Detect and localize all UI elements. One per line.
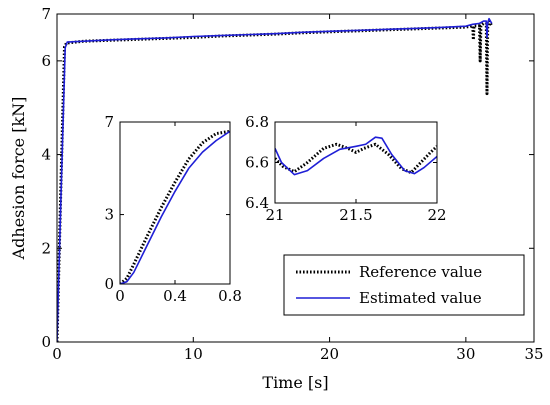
main-y-tick-label: 7 [41,5,51,23]
inset-start-x-tick-label: 0.8 [218,287,242,305]
main-axes-box [56,13,535,343]
main-x-tick-label: 0 [52,345,62,363]
inset-start-series-line-0 [120,129,230,284]
legend-label-1: Estimated value [359,289,482,307]
legend-label-0: Reference value [359,263,482,281]
inset-start-x-tick-label: 0 [115,287,125,305]
inset-detail-series-line-0 [275,142,437,175]
inset-start-x-tick-label: 0.4 [163,287,187,305]
main-x-tick-label: 20 [320,345,339,363]
main-y-tick-label: 4 [41,146,51,164]
main-x-tick-label: 35 [524,345,543,363]
main-y-tick-label: 6 [41,52,51,70]
legend-box [283,254,525,316]
inset-start-background [120,122,230,284]
inset-detail-y-tick-label: 6.8 [245,113,269,131]
inset-detail-series-line-1 [275,136,437,176]
inset-detail-y-tick-label: 6.4 [245,194,269,212]
inset-start-y-tick-label: 7 [104,113,114,131]
inset-start-series-line-1 [120,130,230,284]
inset-start-y-tick-label: 0 [104,275,114,293]
inset-start-y-tick-label: 3 [104,206,114,224]
main-x-tick-label: 30 [456,345,475,363]
main-series-line-1 [57,17,493,342]
main-x-axis-label: Time [s] [262,373,328,392]
inset-start-series-group [120,129,230,284]
main-y-tick-label: 0 [41,333,51,351]
inset-detail-x-tick-label: 21 [265,206,284,224]
panel-inset-detail: 21 21.5 22 6.4 6.6 6.8 [245,113,446,224]
panel-inset-start: 0 0.4 0.8 0 3 7 [104,113,241,305]
inset-detail-background [275,122,437,203]
main-x-tick-label: 10 [184,345,203,363]
inset-detail-series-group [275,136,437,176]
inset-detail-x-tick-label: 21.5 [339,206,372,224]
legend: Reference value Estimated value [283,254,525,316]
main-series-group [57,17,494,342]
main-y-axis-label: Adhesion force [kN] [9,97,28,261]
inset-detail-x-tick-label: 22 [427,206,446,224]
inset-detail-y-tick-label: 6.6 [245,154,269,172]
main-y-tick-label: 2 [41,239,51,257]
